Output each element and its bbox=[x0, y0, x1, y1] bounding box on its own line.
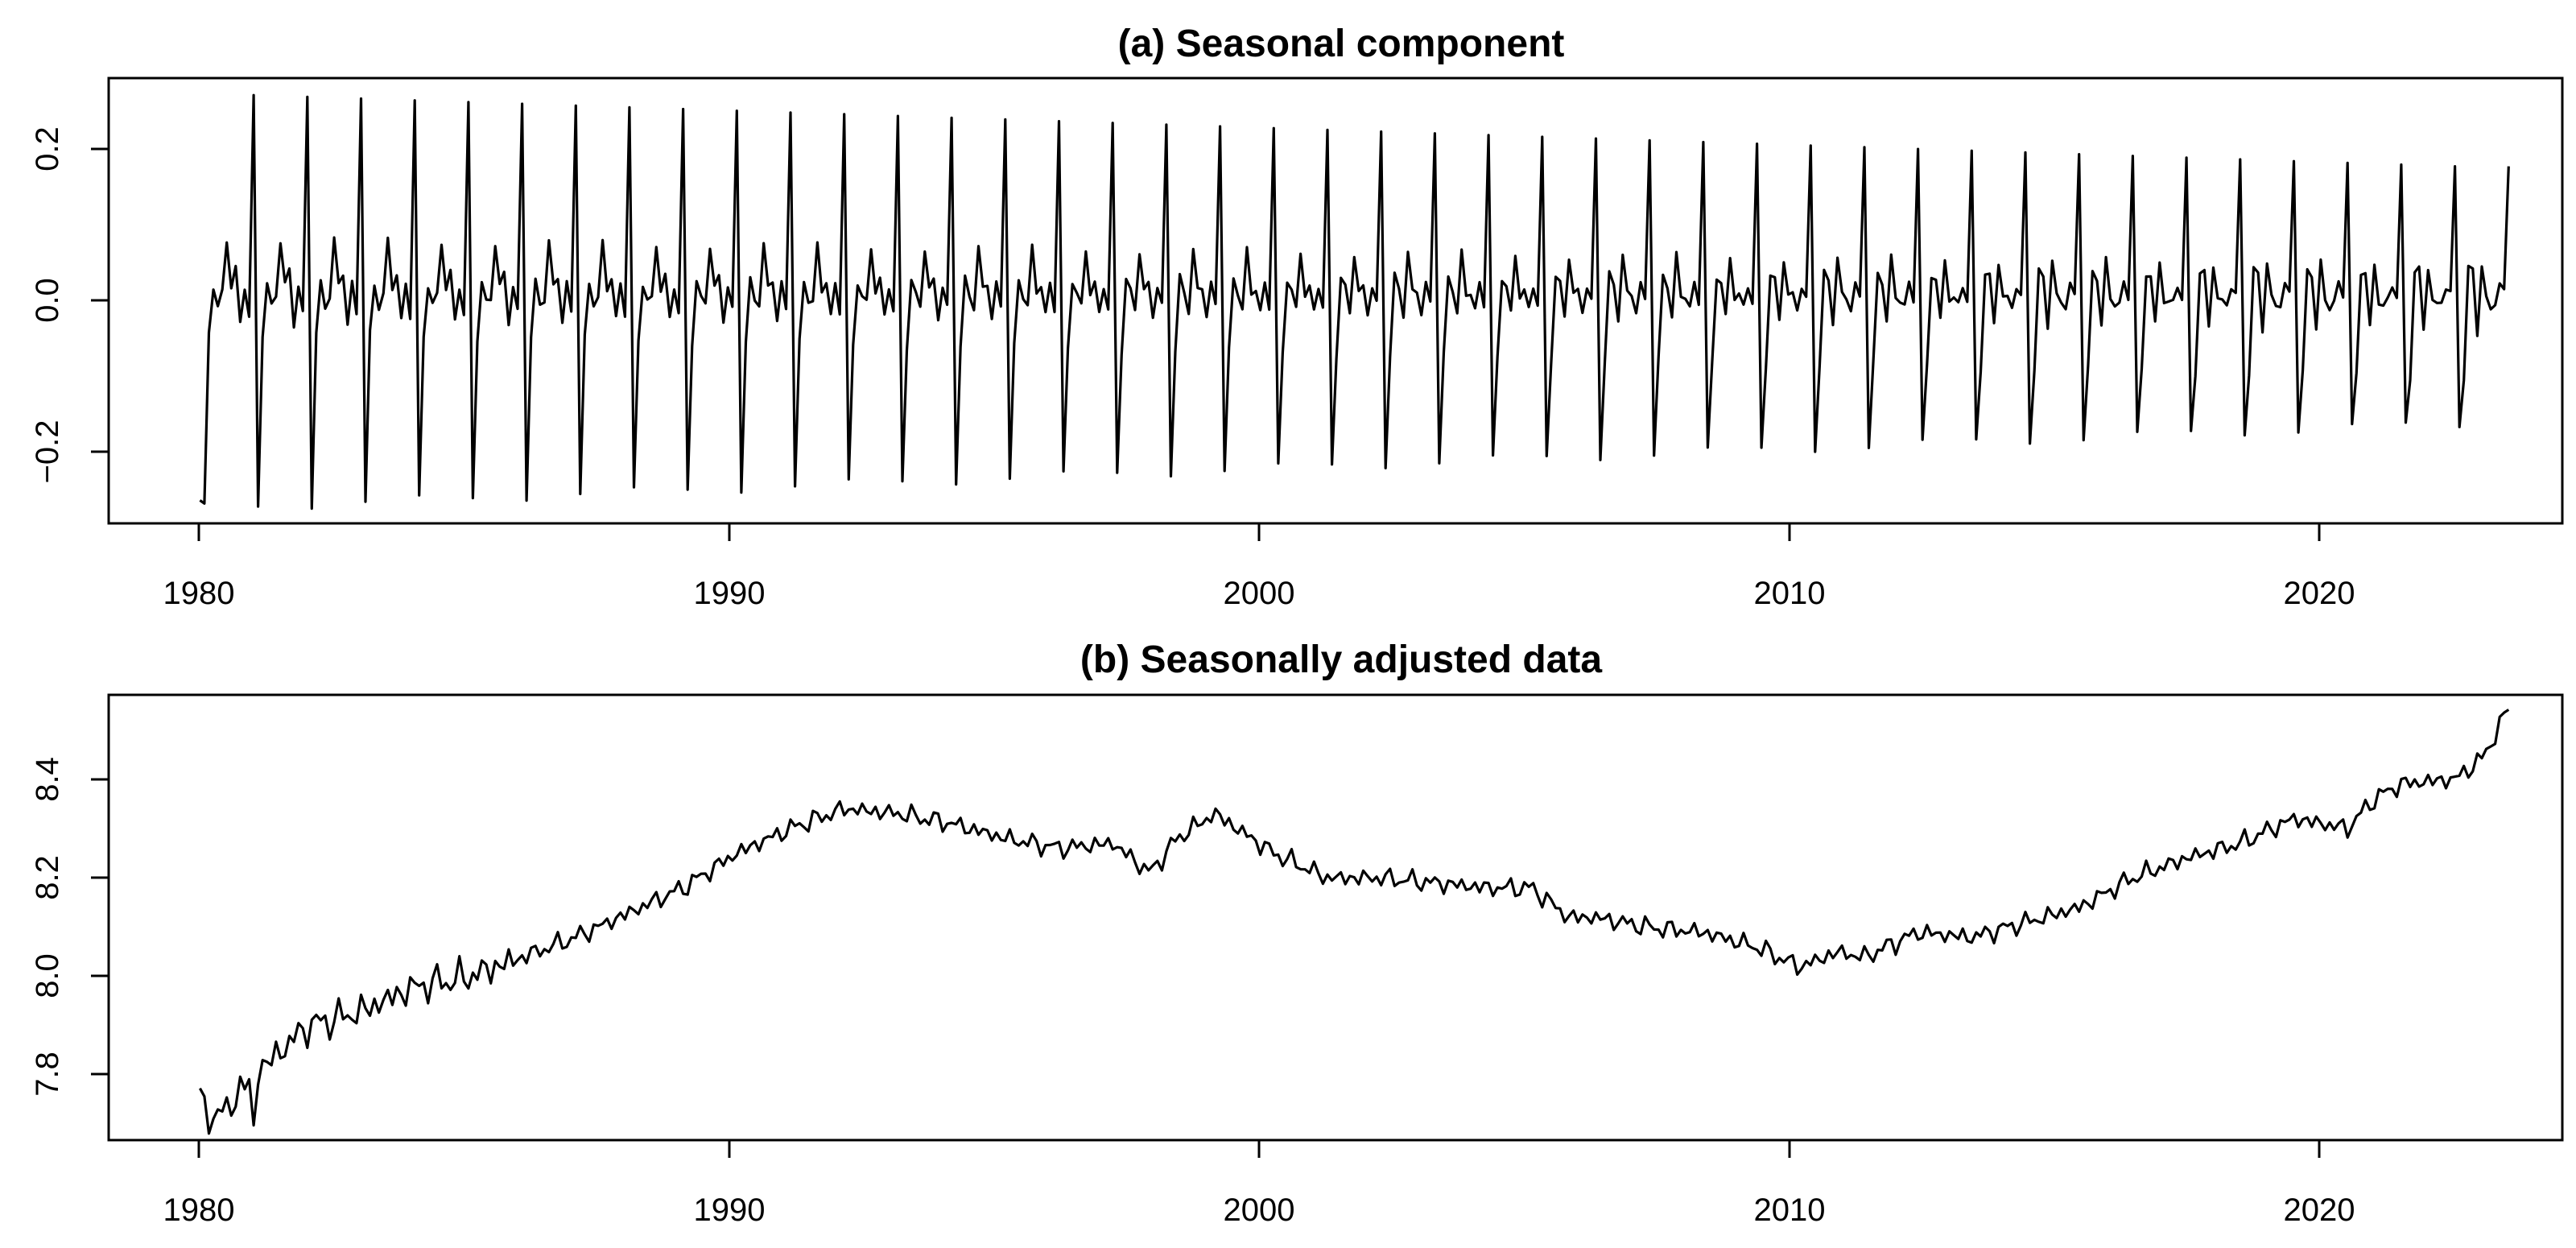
seasonally-adjusted-panel: (b) Seasonally adjusted data 1980 1990 2… bbox=[30, 638, 2564, 1228]
adjusted-y-tick-8.2: 8.2 bbox=[30, 855, 109, 900]
adjusted-x-tick-1990: 1990 bbox=[694, 1140, 766, 1228]
adjusted-plot-frame bbox=[107, 693, 2564, 1142]
seasonal-x-tick-1980: 1980 bbox=[163, 523, 235, 611]
seasonal-y-tick-0.2: 0.2 bbox=[30, 126, 109, 171]
seasonal-y-tick-label-neg0.2: −0.2 bbox=[30, 420, 65, 484]
adjusted-panel-title: (b) Seasonally adjusted data bbox=[1080, 638, 1602, 681]
seasonal-panel-title: (a) Seasonal component bbox=[1118, 23, 1565, 65]
adjusted-y-tick-label-8.0: 8.0 bbox=[30, 953, 65, 998]
adjusted-x-tick-label-2020: 2020 bbox=[2284, 1192, 2355, 1228]
adjusted-x-tick-2010: 2010 bbox=[1754, 1140, 1826, 1228]
adjusted-y-tick-label-8.4: 8.4 bbox=[30, 757, 65, 802]
adjusted-x-axis: 1980 1990 2000 2010 2020 bbox=[163, 1140, 2355, 1228]
adjusted-x-tick-1980: 1980 bbox=[163, 1140, 235, 1228]
seasonal-x-tick-label-2020: 2020 bbox=[2284, 576, 2355, 611]
adjusted-y-tick-label-8.2: 8.2 bbox=[30, 855, 65, 900]
adjusted-y-tick-label-7.8: 7.8 bbox=[30, 1052, 65, 1097]
adjusted-y-tick-8.4: 8.4 bbox=[30, 757, 109, 802]
adjusted-x-tick-label-2010: 2010 bbox=[1754, 1192, 1826, 1228]
seasonal-plot-frame bbox=[107, 76, 2564, 525]
adjusted-series-line bbox=[198, 709, 2510, 1135]
adjusted-x-tick-label-1980: 1980 bbox=[163, 1192, 235, 1228]
seasonal-y-tick-0.0: 0.0 bbox=[30, 278, 109, 323]
seasonal-x-tick-label-1990: 1990 bbox=[694, 576, 766, 611]
seasonal-x-tick-2010: 2010 bbox=[1754, 523, 1826, 611]
seasonal-series-line bbox=[199, 93, 2510, 510]
seasonal-x-tick-label-2000: 2000 bbox=[1224, 576, 1295, 611]
adjusted-x-tick-2000: 2000 bbox=[1224, 1140, 1295, 1228]
seasonal-x-axis: 1980 1990 2000 2010 2020 bbox=[163, 523, 2355, 611]
seasonal-y-axis: −0.2 0.0 0.2 bbox=[30, 126, 109, 483]
adjusted-y-axis: 7.8 8.0 8.2 8.4 bbox=[30, 757, 109, 1097]
seasonal-x-tick-label-2010: 2010 bbox=[1754, 576, 1826, 611]
adjusted-y-tick-7.8: 7.8 bbox=[30, 1052, 109, 1097]
adjusted-x-tick-2020: 2020 bbox=[2284, 1140, 2355, 1228]
seasonal-x-tick-2020: 2020 bbox=[2284, 523, 2355, 611]
seasonal-component-panel: (a) Seasonal component 1980 1990 2000 20… bbox=[30, 23, 2564, 611]
seasonal-y-tick-neg0.2: −0.2 bbox=[30, 420, 109, 484]
seasonal-x-tick-1990: 1990 bbox=[694, 523, 766, 611]
seasonal-x-tick-label-1980: 1980 bbox=[163, 576, 235, 611]
seasonal-y-tick-label-0.0: 0.0 bbox=[30, 278, 65, 323]
adjusted-x-tick-label-1990: 1990 bbox=[694, 1192, 766, 1228]
adjusted-x-tick-label-2000: 2000 bbox=[1224, 1192, 1295, 1228]
seasonal-y-tick-label-0.2: 0.2 bbox=[30, 126, 65, 171]
seasonal-x-tick-2000: 2000 bbox=[1224, 523, 1295, 611]
adjusted-y-tick-8.0: 8.0 bbox=[30, 953, 109, 998]
